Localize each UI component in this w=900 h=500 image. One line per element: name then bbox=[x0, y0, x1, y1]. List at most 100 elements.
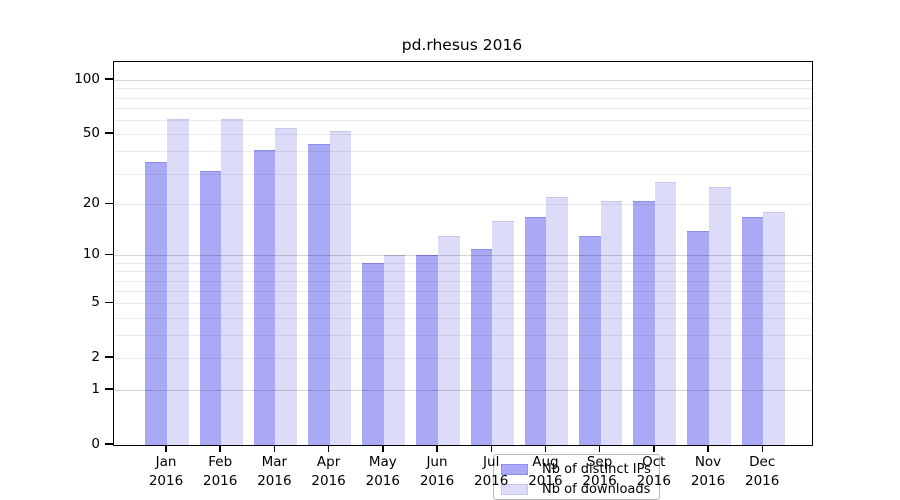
x-axis-year-aug: 2016 bbox=[528, 473, 563, 489]
x-axis-tick-aug bbox=[544, 445, 547, 452]
bar-distinct-ips-oct bbox=[633, 200, 655, 445]
bar-downloads-nov bbox=[709, 187, 731, 445]
bars-layer bbox=[114, 62, 812, 445]
gridline-major-100 bbox=[114, 80, 812, 82]
gridline-minor-9 bbox=[114, 262, 812, 264]
y-axis-label-10: 10 bbox=[82, 246, 100, 263]
gridline-minor-8 bbox=[114, 271, 812, 273]
legend-row-downloads: Nb of downloads bbox=[501, 479, 659, 499]
bar-distinct-ips-jul bbox=[470, 248, 493, 445]
x-axis-tick-nov bbox=[707, 445, 709, 452]
x-axis-tick-sep bbox=[598, 445, 601, 452]
bar-downloads-dec bbox=[763, 212, 785, 445]
x-axis-tick-apr bbox=[327, 445, 330, 452]
x-axis-label-may: May 2016 bbox=[355, 453, 411, 491]
gridline-minor-70 bbox=[114, 108, 812, 109]
legend-label-downloads: Nb of downloads bbox=[542, 481, 651, 497]
bar-distinct-ips-may bbox=[362, 262, 384, 445]
y-axis-tick-50 bbox=[105, 132, 113, 134]
legend-row-distinct-ips: Nb of distinct IPs bbox=[501, 459, 659, 479]
x-axis-year-sep: 2016 bbox=[582, 473, 617, 489]
y-axis-label-100: 100 bbox=[74, 71, 100, 88]
plot-area: Nb of distinct IPs Nb of downloads bbox=[113, 61, 813, 500]
x-axis-year-jul: 2016 bbox=[474, 473, 509, 489]
bar-downloads-jun bbox=[438, 236, 460, 445]
gridline-minor-2 bbox=[114, 358, 812, 360]
y-axis-label-20: 20 bbox=[82, 195, 100, 212]
legend-label-distinct-ips: Nb of distinct IPs bbox=[542, 461, 651, 477]
x-axis-year-apr: 2016 bbox=[311, 473, 346, 489]
gridline-minor-60 bbox=[114, 120, 812, 121]
bar-distinct-ips-jan bbox=[145, 161, 167, 445]
bar-downloads-may bbox=[383, 255, 406, 445]
x-axis-tick-dec bbox=[761, 445, 763, 452]
bar-downloads-apr bbox=[329, 131, 352, 445]
x-axis-year-oct: 2016 bbox=[636, 473, 671, 489]
gridline-major-1 bbox=[114, 390, 812, 392]
bar-distinct-ips-sep bbox=[578, 236, 601, 445]
gridline-minor-5 bbox=[114, 303, 812, 305]
bar-distinct-ips-feb bbox=[199, 171, 222, 445]
y-axis-label-0: 0 bbox=[91, 436, 100, 452]
y-axis-label-50: 50 bbox=[82, 125, 100, 142]
x-axis-tick-mar bbox=[273, 445, 276, 452]
legend-swatch-distinct-ips bbox=[501, 463, 528, 475]
x-axis-year-feb: 2016 bbox=[203, 473, 238, 489]
y-axis-tick-2 bbox=[105, 356, 113, 358]
x-axis-label-jun: Jun 2016 bbox=[409, 453, 465, 491]
y-axis-label-1: 1 bbox=[91, 381, 100, 398]
legend-box: Nb of distinct IPs Nb of downloads bbox=[493, 454, 660, 500]
x-axis-label-nov: Nov 2016 bbox=[680, 453, 736, 491]
x-axis-year-dec: 2016 bbox=[745, 473, 780, 489]
bar-distinct-ips-apr bbox=[307, 144, 330, 445]
x-axis-label-jul: Jul 2016 bbox=[463, 453, 519, 491]
bar-distinct-ips-nov bbox=[687, 230, 709, 445]
gridline-minor-80 bbox=[114, 97, 812, 99]
bar-distinct-ips-dec bbox=[741, 216, 764, 445]
bar-downloads-aug bbox=[546, 197, 569, 445]
y-axis-tick-100 bbox=[105, 78, 113, 80]
x-axis-tick-may bbox=[382, 445, 384, 452]
bar-downloads-mar bbox=[275, 128, 298, 445]
x-axis-label-jan: Jan 2016 bbox=[138, 453, 194, 491]
x-axis-label-apr: Apr 2016 bbox=[301, 453, 357, 491]
bar-downloads-feb bbox=[221, 118, 243, 445]
gridline-minor-90 bbox=[114, 88, 812, 90]
legend-swatch-downloads bbox=[501, 483, 528, 495]
chart-title: pd.rhesus 2016 bbox=[401, 36, 523, 54]
y-axis-label-2: 2 bbox=[91, 349, 100, 366]
gridline-minor-20 bbox=[114, 204, 812, 206]
gridline-minor-40 bbox=[114, 151, 812, 153]
x-axis-tick-jul bbox=[490, 445, 492, 452]
bar-downloads-oct bbox=[654, 181, 677, 445]
gridline-minor-30 bbox=[114, 173, 812, 175]
x-axis-tick-jan bbox=[165, 445, 167, 452]
x-axis-year-jan: 2016 bbox=[148, 473, 184, 489]
bar-downloads-jul bbox=[492, 221, 514, 445]
x-axis-year-mar: 2016 bbox=[257, 473, 292, 489]
x-axis-tick-feb bbox=[219, 445, 221, 452]
x-axis-label-aug: Aug 2016 bbox=[517, 453, 573, 491]
bar-distinct-ips-jun bbox=[416, 255, 438, 445]
y-axis-tick-0 bbox=[105, 443, 113, 445]
y-axis-tick-5 bbox=[105, 301, 113, 304]
gridline-minor-4 bbox=[114, 317, 812, 319]
gridline-minor-7 bbox=[114, 280, 812, 282]
gridline-minor-50 bbox=[114, 134, 812, 136]
bar-downloads-jan bbox=[167, 118, 189, 445]
y-axis-label-5: 5 bbox=[91, 294, 100, 311]
x-axis-label-mar: Mar 2016 bbox=[246, 453, 302, 491]
x-axis-year-jun: 2016 bbox=[419, 473, 455, 489]
bar-distinct-ips-mar bbox=[253, 149, 276, 445]
x-axis-label-oct: Oct 2016 bbox=[626, 453, 682, 491]
gridline-major-10 bbox=[114, 255, 812, 257]
bar-downloads-sep bbox=[600, 200, 623, 445]
y-axis-tick-1 bbox=[105, 388, 113, 390]
x-axis-label-feb: Feb 2016 bbox=[192, 453, 248, 491]
x-axis-year-nov: 2016 bbox=[690, 473, 726, 489]
x-axis-label-sep: Sep 2016 bbox=[572, 453, 628, 491]
x-axis-tick-oct bbox=[653, 445, 655, 452]
gridline-minor-3 bbox=[114, 335, 812, 337]
y-axis-tick-10 bbox=[105, 253, 113, 256]
